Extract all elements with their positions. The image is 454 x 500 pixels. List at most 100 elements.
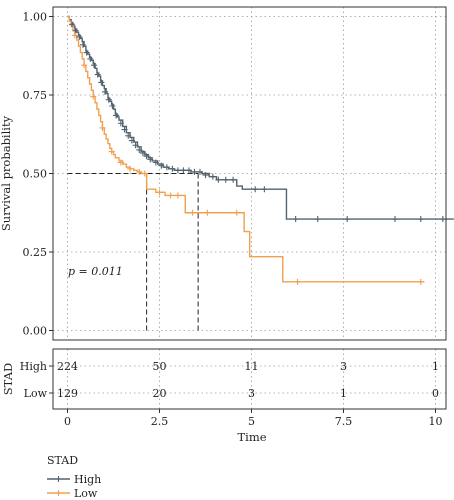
y-tick-label-3: 0.75 xyxy=(23,89,48,102)
censor-mark-low-8 xyxy=(141,170,148,177)
censor-mark-high-12 xyxy=(113,112,120,119)
censor-mark-low-2 xyxy=(90,93,97,100)
censor-mark-high-8 xyxy=(98,79,105,86)
censor-mark-high-36 xyxy=(252,186,259,193)
censor-mark-high-1 xyxy=(72,27,79,34)
censor-mark-high-31 xyxy=(202,172,209,179)
censor-mark-low-3 xyxy=(99,124,106,131)
y-axis-label: Survival probability xyxy=(0,115,13,231)
censor-mark-high-9 xyxy=(102,88,109,95)
x-tick-label-1: 2.5 xyxy=(151,415,169,428)
censor-mark-high-21 xyxy=(147,156,154,163)
y-tick-label-1: 0.25 xyxy=(23,246,48,259)
p-value-annotation: p = 0.011 xyxy=(68,265,123,278)
legend-label-high: High xyxy=(74,473,101,486)
censor-mark-low-4 xyxy=(108,148,115,155)
censor-mark-high-42 xyxy=(417,216,424,223)
legend-censor-low xyxy=(55,490,62,496)
x-tick-label-3: 7.5 xyxy=(335,415,353,428)
censor-mark-high-0 xyxy=(68,21,75,28)
median-survival-lines xyxy=(67,173,199,331)
censor-mark-high-19 xyxy=(139,150,146,157)
censor-mark-high-4 xyxy=(83,49,90,56)
censor-mark-high-14 xyxy=(121,126,128,133)
censor-mark-low-16 xyxy=(417,278,424,285)
censor-mark-low-15 xyxy=(294,278,301,285)
censor-mark-high-30 xyxy=(196,168,203,175)
censor-mark-high-29 xyxy=(191,168,198,175)
risk-table-title: STAD xyxy=(1,363,15,395)
risk-count-low-4: 0 xyxy=(432,387,439,400)
censor-mark-low-9 xyxy=(156,189,163,196)
risk-count-low-0: 129 xyxy=(57,387,78,400)
censor-mark-high-22 xyxy=(152,159,159,166)
censor-mark-high-7 xyxy=(94,71,101,78)
survival-curves xyxy=(67,15,454,283)
censor-marks xyxy=(68,21,446,285)
censor-mark-high-39 xyxy=(314,216,321,223)
risk-count-low-2: 3 xyxy=(248,387,255,400)
survival-curve-high xyxy=(67,15,454,220)
censor-mark-high-20 xyxy=(143,153,150,160)
censor-mark-high-34 xyxy=(222,176,229,183)
censor-mark-high-2 xyxy=(76,33,83,40)
risk-count-high-0: 224 xyxy=(57,360,78,373)
censor-mark-high-43 xyxy=(439,216,446,223)
risk-count-low-3: 1 xyxy=(340,387,347,400)
censor-mark-low-11 xyxy=(174,192,181,199)
censor-mark-high-23 xyxy=(158,162,165,169)
x-axis-label: Time xyxy=(237,430,266,444)
risk-row-label-low: Low xyxy=(24,387,48,400)
censor-mark-low-5 xyxy=(117,159,124,166)
risk-count-high-3: 3 xyxy=(340,360,347,373)
y-tick-label-0: 0.00 xyxy=(23,325,48,338)
risk-table-rows: High 224 50 11 3 1 Low 129 20 3 1 0 xyxy=(20,360,439,400)
censor-mark-low-6 xyxy=(127,165,134,172)
y-tick-label-2: 0.50 xyxy=(23,168,48,181)
survival-plot-panel: 0.00 0.25 0.50 0.75 1.00 p = 0.011 Survival … xyxy=(0,6,454,341)
risk-row-label-high: High xyxy=(20,360,47,373)
censor-mark-high-38 xyxy=(292,216,299,223)
y-axis-ticks: 0.00 0.25 0.50 0.75 1.00 xyxy=(23,11,53,338)
censor-mark-high-24 xyxy=(163,164,170,171)
censor-mark-high-27 xyxy=(180,167,187,174)
censor-mark-high-40 xyxy=(344,216,351,223)
censor-mark-high-18 xyxy=(136,146,143,153)
censor-mark-high-41 xyxy=(392,216,399,223)
censor-mark-low-0 xyxy=(71,32,78,39)
censor-mark-high-11 xyxy=(109,102,116,109)
x-axis-ticks: 0 2.5 5 7.5 10 xyxy=(64,409,443,428)
censor-mark-high-37 xyxy=(261,186,268,193)
censor-mark-low-14 xyxy=(233,209,240,216)
censor-mark-high-13 xyxy=(117,120,124,127)
censor-mark-high-6 xyxy=(90,62,97,69)
risk-count-low-1: 20 xyxy=(153,387,167,400)
censor-mark-high-28 xyxy=(185,167,192,174)
censor-mark-high-17 xyxy=(132,142,139,149)
censor-mark-high-15 xyxy=(125,132,132,139)
censor-mark-high-33 xyxy=(215,176,222,183)
risk-count-high-4: 1 xyxy=(432,360,439,373)
censor-mark-low-12 xyxy=(189,209,196,216)
x-tick-label-0: 0 xyxy=(64,415,71,428)
censor-mark-low-13 xyxy=(204,209,211,216)
censor-mark-high-25 xyxy=(169,165,176,172)
censor-mark-high-5 xyxy=(87,55,94,62)
censor-mark-high-26 xyxy=(174,167,181,174)
risk-count-high-1: 50 xyxy=(153,360,167,373)
censor-mark-high-10 xyxy=(105,96,112,103)
censor-mark-high-35 xyxy=(230,176,237,183)
legend-label-low: Low xyxy=(74,487,98,500)
risk-count-high-2: 11 xyxy=(245,360,259,373)
censor-mark-low-1 xyxy=(81,62,88,69)
y-tick-label-4: 1.00 xyxy=(23,11,48,24)
risk-table-border xyxy=(52,348,447,410)
risk-table-gridlines xyxy=(53,349,446,409)
censor-mark-low-7 xyxy=(136,168,143,175)
censor-mark-high-3 xyxy=(79,41,86,48)
legend-title: STAD xyxy=(47,454,78,467)
